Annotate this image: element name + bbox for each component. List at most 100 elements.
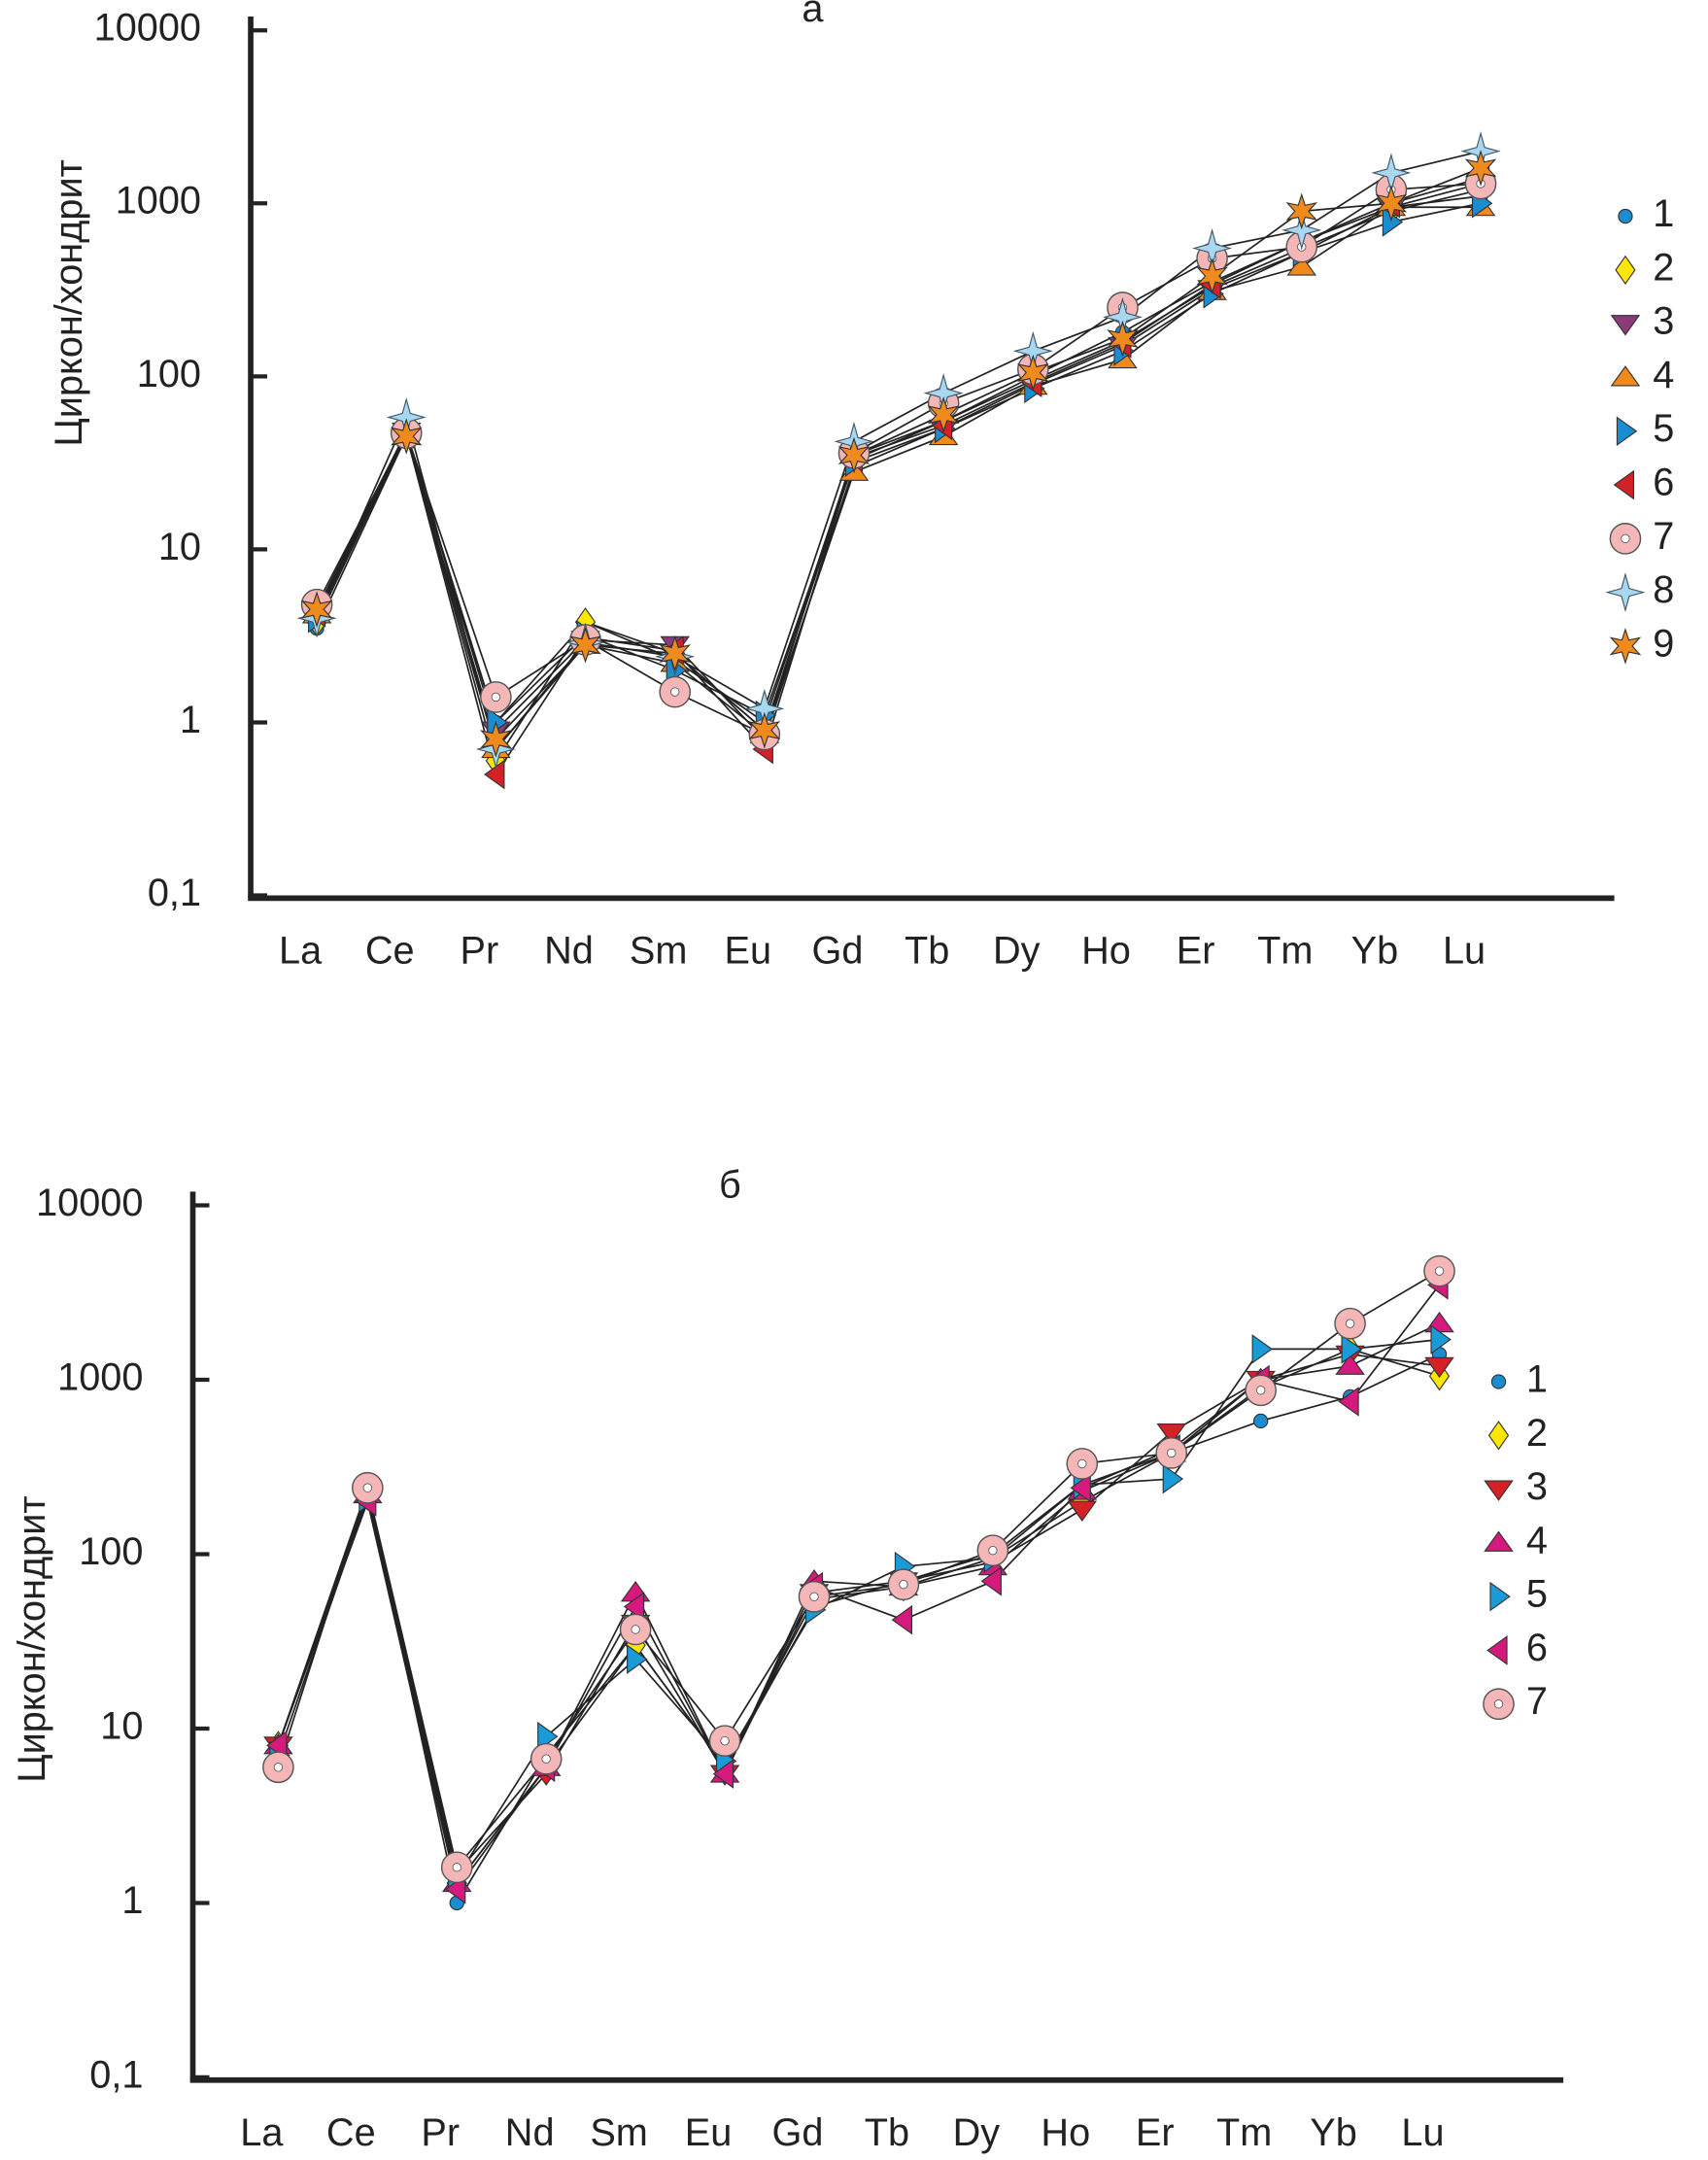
marker-shape — [1162, 1463, 1184, 1494]
legend-marker — [1610, 365, 1641, 387]
series-line — [316, 167, 1482, 741]
x-tick-label: La — [279, 930, 323, 973]
data-point — [1196, 257, 1228, 294]
legend-label: 5 — [1526, 1573, 1548, 1616]
marker-shape — [1285, 192, 1318, 230]
data-point — [480, 681, 512, 713]
marker-shape — [1107, 320, 1139, 358]
marker-center — [273, 1763, 284, 1772]
x-tick-label: La — [240, 2111, 284, 2154]
data-point — [887, 1568, 920, 1601]
y-axis-label: Циркон/хондрит — [11, 1495, 53, 1782]
x-tick-label: Eu — [725, 930, 772, 973]
y-tick-label: 10 — [158, 526, 201, 568]
marker-center — [1255, 1386, 1266, 1395]
chart-title: а — [802, 0, 824, 30]
legend-label: 9 — [1653, 622, 1674, 665]
data-point — [300, 591, 333, 628]
legend-marker — [1489, 1581, 1511, 1612]
marker-shape — [1335, 1354, 1365, 1375]
legend-label: 3 — [1653, 300, 1674, 343]
legend-marker — [1484, 1530, 1514, 1552]
marker-shape — [1016, 354, 1049, 392]
data-point — [659, 675, 691, 708]
x-tick-label: Nd — [544, 930, 594, 973]
marker-shape — [569, 626, 601, 664]
legend-marker — [1487, 1421, 1510, 1451]
legend-label: 2 — [1526, 1412, 1548, 1455]
marker-shape — [1424, 1356, 1454, 1379]
data-point — [798, 1580, 831, 1613]
y-tick-label: 1 — [180, 699, 201, 741]
legend-label: 7 — [1526, 1680, 1548, 1723]
marker-center — [1167, 1448, 1177, 1458]
x-tick-label: Ho — [1081, 930, 1131, 973]
series-line — [277, 1353, 1440, 1874]
data-point — [1281, 210, 1322, 251]
legend-label: 1 — [1526, 1357, 1548, 1400]
data-point — [623, 1592, 645, 1622]
x-tick-label: Tb — [905, 930, 949, 973]
marker-center — [1621, 533, 1630, 544]
legend-marker — [1484, 1480, 1514, 1501]
legend-label: 4 — [1526, 1519, 1548, 1561]
marker-shape — [390, 418, 423, 455]
y-tick-label: 0,1 — [89, 2053, 143, 2096]
x-tick-label: Lu — [1401, 2111, 1444, 2154]
x-tick-label: Sm — [630, 930, 688, 973]
data-point — [708, 1725, 741, 1757]
marker-center — [541, 1754, 551, 1764]
y-tick-label: 100 — [79, 1530, 143, 1573]
data-point — [1016, 354, 1049, 392]
marker-shape — [1613, 469, 1635, 500]
legend-label: 7 — [1653, 515, 1674, 558]
marker-shape — [1251, 1334, 1273, 1364]
data-point — [659, 634, 692, 672]
x-tick-label: Dy — [993, 930, 1041, 973]
marker-center — [988, 1546, 998, 1556]
legend-marker — [1618, 208, 1633, 224]
series-line — [277, 1338, 1440, 1880]
legend-marker — [1490, 1374, 1507, 1389]
legend-marker — [1615, 255, 1636, 286]
marker-shape — [927, 395, 960, 433]
x-tick-label: Eu — [685, 2111, 733, 2154]
data-point — [712, 1759, 734, 1789]
marker-shape — [1487, 1421, 1510, 1451]
y-tick-label: 10000 — [94, 7, 201, 50]
legend-label: 3 — [1526, 1465, 1548, 1508]
series-line — [277, 1354, 1440, 1905]
legend-label: 5 — [1653, 407, 1674, 450]
marker-shape — [1616, 416, 1638, 447]
y-tick-label: 0,1 — [148, 872, 201, 914]
marker-center — [899, 1580, 908, 1590]
data-point — [1070, 1472, 1091, 1503]
marker-center — [631, 1625, 640, 1634]
marker-shape — [1375, 185, 1408, 223]
x-tick-label: Lu — [1443, 930, 1486, 973]
marker-shape — [1489, 1581, 1511, 1612]
x-tick-label: Gd — [772, 2111, 824, 2154]
data-point — [891, 1604, 913, 1635]
x-tick-label: Ce — [326, 2111, 376, 2154]
marker-shape — [837, 436, 871, 474]
data-point — [837, 436, 871, 474]
marker-shape — [1490, 1374, 1507, 1389]
data-point — [748, 711, 781, 749]
x-tick-label: Tm — [1216, 2111, 1272, 2154]
series-line — [277, 1348, 1440, 1885]
data-point — [1285, 192, 1318, 230]
x-tick-label: Er — [1177, 930, 1215, 973]
marker-shape — [1338, 1387, 1359, 1417]
y-tick-label: 1000 — [116, 180, 201, 223]
data-point — [1066, 1448, 1099, 1480]
marker-shape — [1253, 1413, 1269, 1429]
x-tick-label: Pr — [421, 2111, 460, 2154]
x-tick-label: Er — [1136, 2111, 1175, 2154]
marker-shape — [1486, 1635, 1508, 1665]
data-point — [1334, 1307, 1366, 1340]
marker-center — [1077, 1458, 1087, 1469]
marker-shape — [623, 1592, 645, 1622]
x-tick-label: Dy — [953, 2111, 1001, 2154]
marker-shape — [1618, 208, 1633, 224]
